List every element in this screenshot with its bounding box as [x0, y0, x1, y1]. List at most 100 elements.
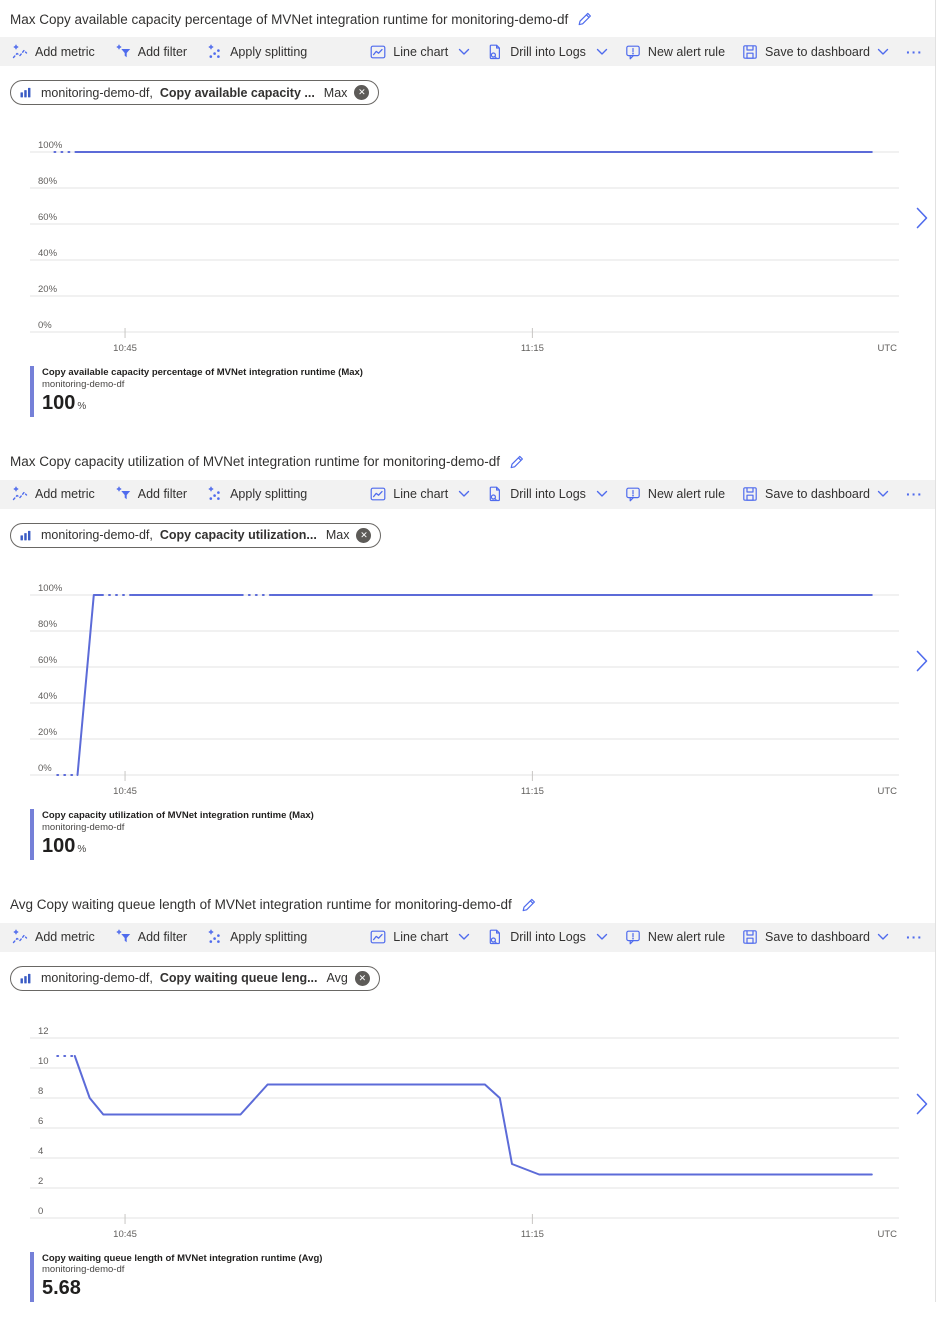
y-tick-label: 20% [38, 284, 58, 295]
add-filter-label: Add filter [137, 487, 188, 502]
y-tick-label: 8 [38, 1086, 43, 1097]
metric-chart-section: Max Copy capacity utilization of MVNet i… [0, 443, 935, 860]
chart-title: Max Copy capacity utilization of MVNet i… [10, 454, 500, 470]
remove-metric-icon[interactable]: ✕ [354, 970, 370, 986]
add-metric-button[interactable]: Add metric [12, 929, 95, 945]
line-chart-icon [370, 486, 386, 502]
metric-pill-row: monitoring-demo-df, Copy capacity utiliz… [0, 511, 935, 562]
save-to-dashboard-dropdown[interactable]: Save to dashboard [742, 44, 889, 60]
y-tick-label: 80% [38, 176, 58, 187]
legend-metric-name: Copy available capacity percentage of MV… [42, 367, 363, 378]
new-alert-rule-button[interactable]: New alert rule [625, 929, 725, 945]
legend-resource-name: monitoring-demo-df [42, 1264, 125, 1276]
metric-pill[interactable]: monitoring-demo-df, Copy capacity utiliz… [10, 522, 382, 548]
add-filter-button[interactable]: Add filter [115, 929, 187, 945]
metric-chart-section: Avg Copy waiting queue length of MVNet i… [0, 886, 935, 1303]
new-alert-rule-icon [625, 44, 641, 60]
more-options-button[interactable]: ··· [906, 43, 923, 60]
x-tick-label: 11:15 [521, 343, 544, 354]
y-tick-label: 0 [38, 1206, 43, 1217]
x-axis-unit-label: UTC [877, 1229, 897, 1240]
data-factory-icon [19, 85, 34, 100]
chevron-down-icon [877, 933, 889, 941]
chevron-down-icon [458, 933, 470, 941]
y-tick-label: 12 [38, 1026, 49, 1037]
metric-pill[interactable]: monitoring-demo-df, Copy available capac… [10, 80, 380, 105]
apply-splitting-button[interactable]: Apply splitting [207, 929, 307, 945]
add-filter-icon [115, 43, 131, 60]
y-tick-label: 20% [38, 727, 58, 738]
legend-value: 100% [42, 391, 87, 414]
chart-type-label: Line chart [393, 930, 449, 944]
chevron-right-icon[interactable] [916, 207, 928, 234]
add-metric-label: Add metric [35, 44, 95, 59]
add-filter-label: Add filter [137, 44, 188, 59]
chart-type-dropdown[interactable]: Line chart [370, 929, 470, 945]
pill-metric: Copy waiting queue leng... [159, 971, 318, 985]
apply-splitting-label: Apply splitting [230, 487, 308, 502]
chart-toolbar: Add metric Add filter Apply splitting Li… [0, 479, 935, 509]
add-metric-label: Add metric [35, 487, 95, 502]
add-metric-icon [12, 929, 28, 945]
chevron-right-icon[interactable] [916, 1093, 928, 1120]
drill-into-logs-dropdown[interactable]: Drill into Logs [487, 486, 608, 502]
new-alert-rule-button[interactable]: New alert rule [625, 486, 725, 502]
pill-aggregation: Max [325, 528, 350, 543]
save-to-dashboard-label: Save to dashboard [765, 44, 870, 59]
new-alert-rule-label: New alert rule [647, 487, 726, 502]
apply-splitting-button[interactable]: Apply splitting [207, 486, 307, 502]
legend-resource-name: monitoring-demo-df [42, 821, 125, 833]
y-tick-label: 4 [38, 1146, 43, 1157]
save-to-dashboard-dropdown[interactable]: Save to dashboard [742, 486, 889, 502]
y-tick-label: 10 [38, 1056, 49, 1067]
drill-into-logs-dropdown[interactable]: Drill into Logs [487, 44, 608, 60]
apply-splitting-icon [207, 43, 223, 60]
add-filter-icon [115, 486, 131, 502]
drill-into-logs-dropdown[interactable]: Drill into Logs [487, 929, 608, 945]
chart-type-dropdown[interactable]: Line chart [370, 486, 470, 502]
save-to-dashboard-dropdown[interactable]: Save to dashboard [742, 929, 889, 945]
chart-type-dropdown[interactable]: Line chart [370, 44, 470, 60]
y-tick-label: 60% [38, 212, 58, 223]
apply-splitting-button[interactable]: Apply splitting [207, 43, 308, 60]
apply-splitting-label: Apply splitting [230, 44, 308, 59]
chevron-down-icon [877, 48, 889, 56]
edit-title-icon[interactable] [521, 897, 537, 913]
y-tick-label: 100% [38, 583, 63, 594]
add-filter-button[interactable]: Add filter [115, 43, 188, 60]
add-metric-button[interactable]: Add metric [12, 486, 95, 502]
chart-area: 12 10 8 6 4 2 0 10:45 11:15 UTC [0, 1005, 935, 1250]
pill-resource: monitoring-demo-df, [41, 971, 153, 985]
save-to-dashboard-label: Save to dashboard [765, 930, 870, 944]
pill-aggregation: Avg [326, 971, 348, 985]
remove-metric-icon[interactable]: ✕ [356, 527, 372, 543]
new-alert-rule-label: New alert rule [647, 44, 726, 59]
drill-into-logs-icon [487, 929, 503, 945]
chevron-down-icon [596, 933, 608, 941]
save-icon [742, 929, 758, 945]
remove-metric-icon[interactable]: ✕ [354, 85, 370, 100]
metric-chart-section: Max Copy available capacity percentage o… [0, 0, 935, 417]
add-filter-icon [115, 929, 131, 945]
metric-pill[interactable]: monitoring-demo-df, Copy waiting queue l… [10, 965, 380, 991]
y-tick-label: 40% [38, 691, 58, 702]
add-metric-button[interactable]: Add metric [12, 43, 95, 60]
add-metric-label: Add metric [35, 930, 95, 944]
new-alert-rule-button[interactable]: New alert rule [625, 44, 725, 60]
data-factory-icon [19, 971, 34, 986]
pill-metric: Copy available capacity ... [159, 85, 315, 100]
edit-title-icon[interactable] [577, 11, 593, 27]
more-options-button[interactable]: ··· [906, 929, 923, 945]
pill-metric: Copy capacity utilization... [159, 528, 317, 543]
more-options-button[interactable]: ··· [906, 486, 923, 503]
edit-title-icon[interactable] [509, 454, 525, 470]
chart-title-row: Max Copy capacity utilization of MVNet i… [0, 443, 935, 478]
add-metric-icon [12, 43, 28, 60]
metric-line [76, 593, 103, 776]
add-filter-button[interactable]: Add filter [115, 486, 187, 502]
chevron-right-icon[interactable] [916, 650, 928, 677]
chart-legend: Copy waiting queue length of MVNet integ… [30, 1251, 935, 1303]
x-tick-label: 10:45 [113, 786, 137, 797]
legend-value: 100% [42, 834, 87, 857]
y-tick-label: 6 [38, 1116, 43, 1127]
